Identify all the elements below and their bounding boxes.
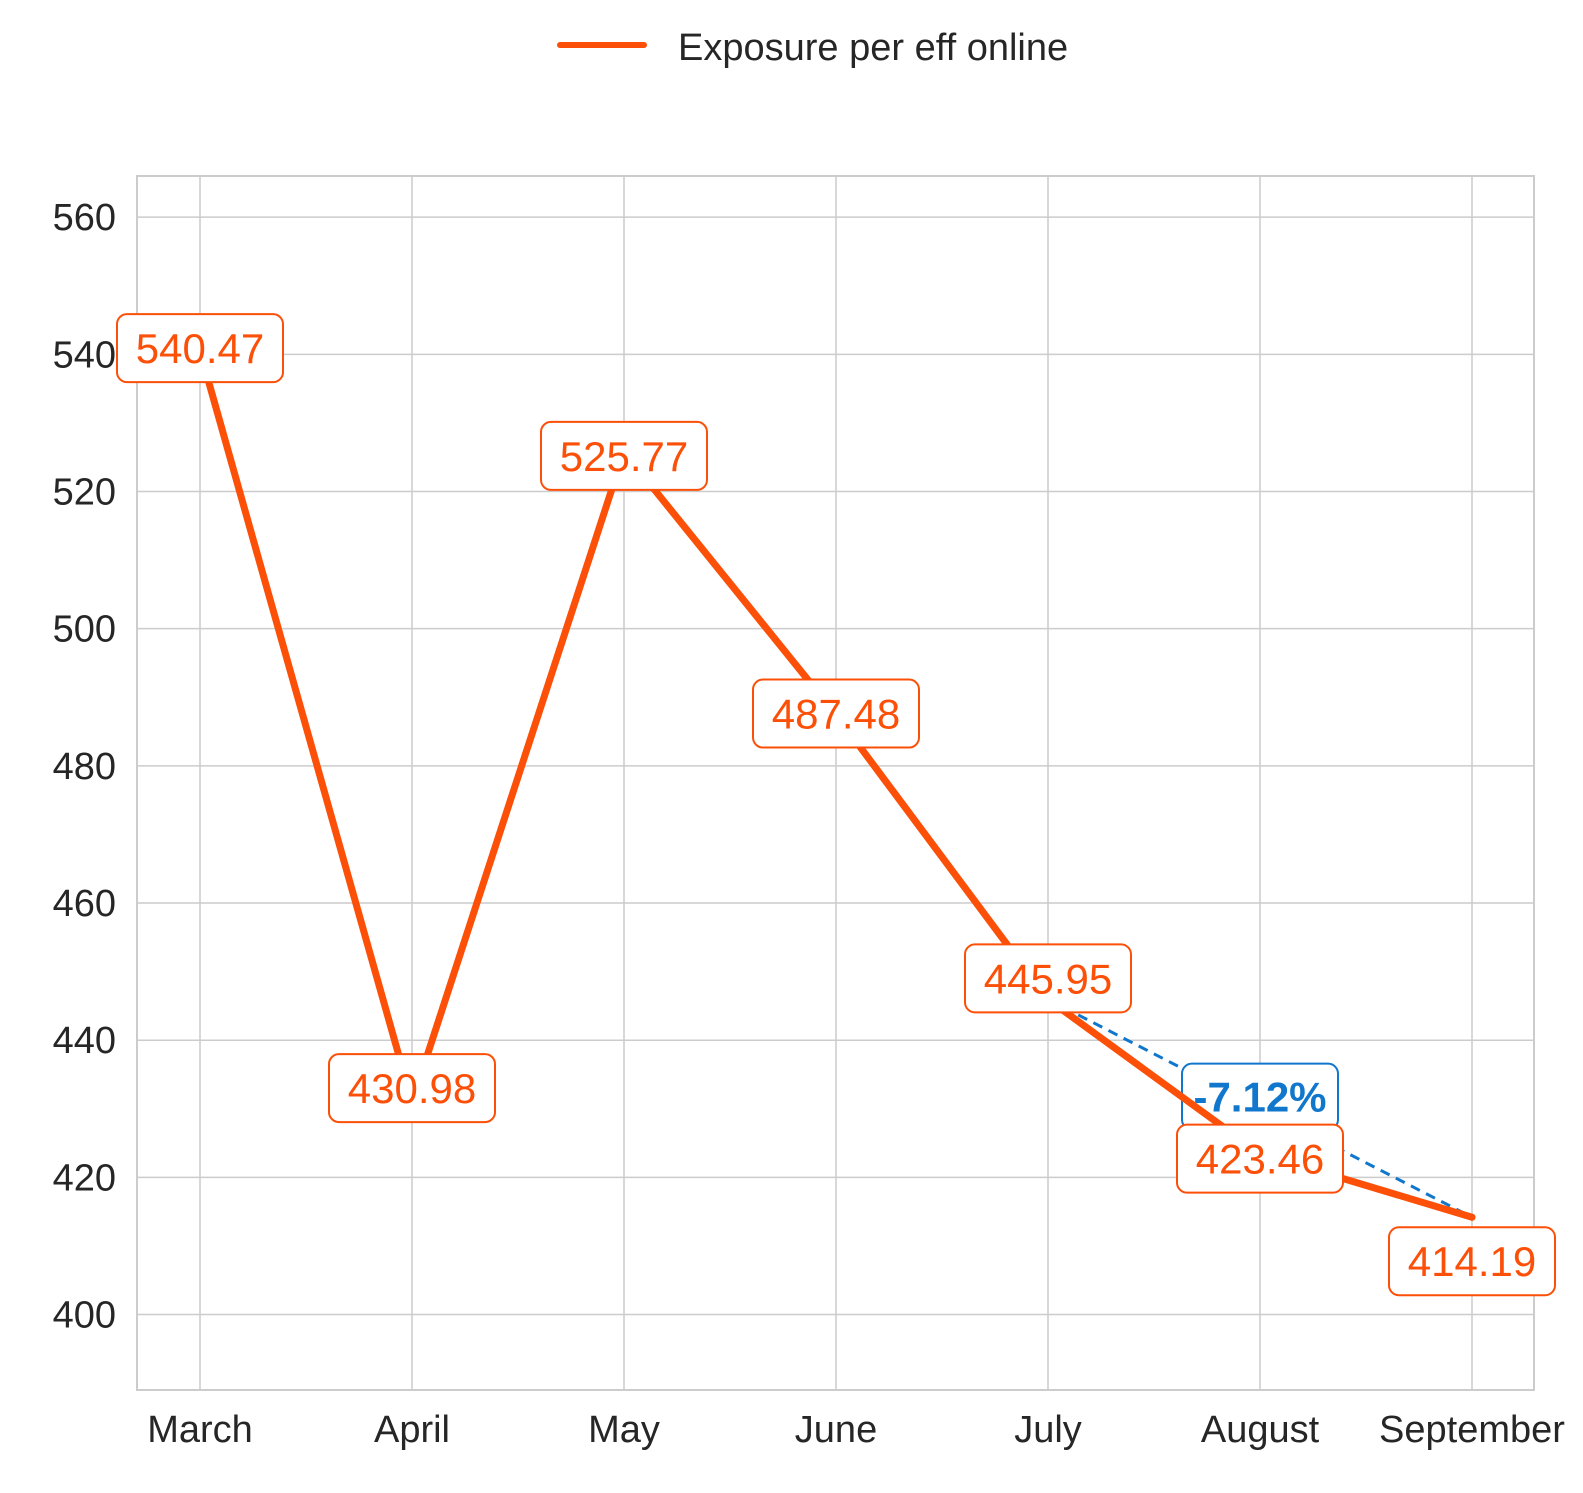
y-tick-label: 460: [53, 883, 116, 925]
value-label: 430.98: [348, 1065, 476, 1112]
x-tick-label: April: [374, 1409, 450, 1451]
x-tick-label: August: [1201, 1409, 1320, 1451]
y-tick-label: 440: [53, 1020, 116, 1062]
y-tick-label: 520: [53, 472, 116, 514]
y-axis: 400 420 440 460 480 500 520 540 560: [53, 197, 116, 1336]
y-tick-label: 500: [53, 609, 116, 651]
value-label-box: [964, 943, 1132, 1014]
grid: [137, 176, 1534, 1390]
value-label: 525.77: [560, 433, 688, 480]
value-label-box: [1176, 1123, 1344, 1194]
x-tick-label: May: [588, 1409, 660, 1451]
value-label-box: [116, 313, 284, 384]
x-tick-label: March: [147, 1409, 253, 1451]
value-labels: 540.47 430.98 525.77 487.48 445.95 423.46 414.…: [116, 313, 1556, 1297]
x-axis: March April May June July August September: [147, 1409, 1565, 1451]
value-label-box: [328, 1053, 496, 1124]
plot-frame: [136, 175, 1535, 1391]
legend: Exposure per eff online: [557, 27, 1068, 69]
y-tick-label: 560: [53, 197, 116, 239]
y-tick-label: 480: [53, 746, 116, 788]
x-tick-label: September: [1379, 1409, 1565, 1451]
value-label-box: [1388, 1226, 1556, 1297]
value-label-box: [752, 678, 920, 749]
value-label-box: [540, 420, 708, 491]
value-label: 540.47: [136, 325, 264, 372]
y-tick-label: 420: [53, 1157, 116, 1199]
y-tick-label: 540: [53, 334, 116, 376]
value-label: 423.46: [1196, 1136, 1324, 1183]
x-tick-label: June: [795, 1409, 877, 1451]
legend-label: Exposure per eff online: [678, 27, 1068, 69]
change-percent-label: -7.12%: [1193, 1074, 1326, 1121]
value-label: 445.95: [984, 955, 1112, 1002]
value-label: 414.19: [1408, 1238, 1536, 1285]
data-point: [1468, 1213, 1476, 1221]
x-tick-label: July: [1014, 1409, 1082, 1451]
value-label: 487.48: [772, 691, 900, 738]
y-tick-label: 400: [53, 1295, 116, 1337]
